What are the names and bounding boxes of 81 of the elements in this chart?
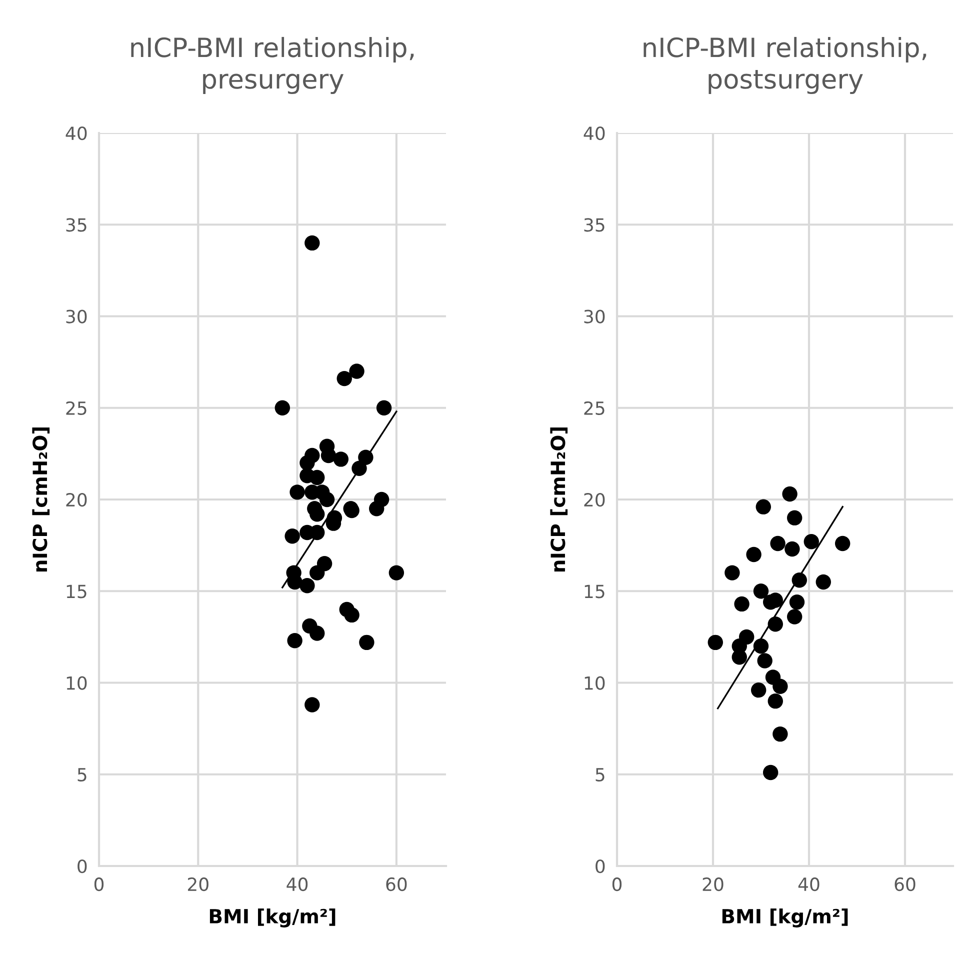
x-tick-label: 20	[702, 877, 724, 892]
point	[753, 584, 769, 599]
point	[284, 528, 300, 544]
y-tick-label: 5	[596, 768, 604, 782]
point	[320, 448, 336, 464]
point	[376, 400, 392, 416]
point	[738, 629, 754, 645]
point	[304, 235, 320, 251]
point	[287, 632, 302, 648]
chart-title: nICP-BMI relationship, postsurgery	[644, 36, 926, 94]
point	[388, 565, 404, 580]
point	[804, 534, 820, 550]
point	[768, 693, 784, 709]
point	[750, 682, 766, 698]
point	[310, 565, 325, 580]
point	[310, 470, 325, 486]
point	[333, 452, 349, 467]
x-tick-label: 0	[94, 877, 104, 892]
x-tick-label: 40	[286, 877, 308, 892]
point	[708, 634, 724, 650]
point	[782, 486, 798, 502]
y-tick-label: 30	[66, 310, 87, 324]
point	[352, 460, 367, 476]
point	[786, 510, 802, 526]
x-tick-label: 60	[386, 877, 407, 892]
y-tick-label: 25	[584, 401, 604, 415]
point	[762, 764, 778, 780]
chart-title: nICP-BMI relationship, presurgery	[131, 36, 414, 94]
point	[349, 364, 364, 379]
point	[358, 450, 374, 465]
point	[734, 596, 750, 612]
point	[368, 501, 384, 516]
x-tick-label: 60	[894, 877, 916, 892]
point	[274, 400, 290, 416]
point	[724, 565, 740, 580]
y-tick-label: 15	[66, 584, 86, 598]
point	[816, 574, 832, 590]
point	[344, 607, 360, 623]
y-tick-label: 35	[584, 218, 604, 232]
point	[792, 572, 808, 588]
point	[300, 455, 315, 470]
point	[304, 697, 320, 712]
point	[768, 616, 784, 632]
point	[336, 370, 352, 386]
point	[310, 506, 325, 522]
point	[757, 653, 772, 668]
x-tick-label: 40	[798, 877, 820, 892]
y-tick-label: 30	[584, 310, 605, 324]
y-tick-label: 5	[78, 768, 86, 782]
y-tick-label: 15	[584, 584, 604, 598]
y-axis-title: nICP [cmH₂O]	[32, 428, 50, 572]
point	[290, 484, 305, 500]
point	[359, 634, 374, 650]
point	[786, 609, 802, 624]
y-tick-label: 40	[584, 126, 605, 140]
y-axis-title: nICP [cmH₂O]	[550, 428, 568, 572]
point	[300, 578, 315, 594]
y-tick-label: 0	[78, 859, 87, 874]
x-axis-title: BMI [kg/m²]	[722, 908, 848, 928]
y-tick-label: 35	[66, 218, 86, 232]
y-tick-label: 20	[66, 492, 87, 507]
x-tick-label: 0	[612, 877, 622, 892]
point	[746, 546, 762, 562]
y-tick-label: 25	[66, 401, 86, 415]
point	[772, 678, 788, 694]
point	[310, 626, 325, 641]
y-tick-label: 0	[596, 859, 605, 874]
x-tick-label: 20	[188, 877, 208, 892]
y-tick-label: 10	[584, 676, 605, 690]
point	[784, 541, 800, 557]
y-tick-label: 40	[66, 126, 87, 140]
y-tick-label: 20	[584, 492, 605, 507]
point	[319, 492, 335, 508]
x-axis-title: BMI [kg/m²]	[210, 908, 336, 928]
point	[770, 536, 786, 552]
point	[756, 499, 772, 514]
point	[789, 594, 805, 610]
y-tick-label: 10	[66, 676, 87, 690]
point	[753, 638, 769, 654]
point	[772, 726, 788, 742]
point	[834, 536, 850, 552]
